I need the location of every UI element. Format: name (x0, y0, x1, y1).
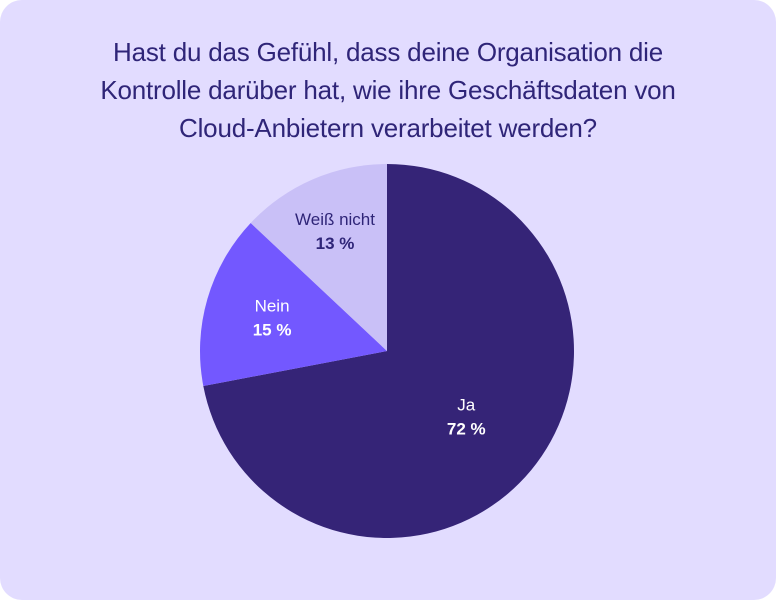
slice-label-weiss-nicht: Weiß nicht (295, 210, 375, 229)
slice-label-ja: Ja (457, 396, 476, 415)
pie-slice-nein (199, 222, 387, 387)
slice-label-nein: Nein (255, 297, 290, 316)
slice-value-nein: 15 % (253, 321, 292, 340)
pie-slice-weiss-nicht (250, 164, 387, 351)
slice-value-weiss-nicht: 13 % (316, 234, 355, 253)
slice-value-ja: 72 % (447, 420, 486, 439)
chart-title: Hast du das Gefühl, dass deine Organisat… (40, 33, 736, 147)
chart-title-line-1: Hast du das Gefühl, dass deine Organisat… (113, 37, 663, 67)
pie-slice-ja (203, 164, 574, 538)
chart-title-line-2: Kontrolle darüber hat, wie ihre Geschäft… (100, 75, 676, 105)
chart-title-line-3: Cloud-Anbietern verarbeitet werden? (179, 113, 597, 143)
